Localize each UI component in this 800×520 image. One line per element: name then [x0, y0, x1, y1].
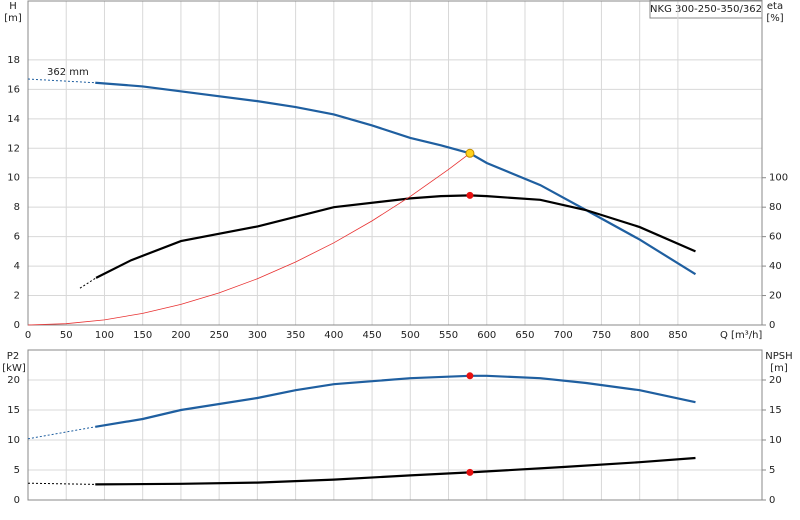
y2-axis-label: NPSH [765, 351, 792, 362]
x-tick-label: 850 [668, 330, 687, 341]
x-tick-label: 100 [95, 330, 114, 341]
y2-tick-label: 20 [769, 291, 782, 302]
curve [27, 426, 96, 440]
operating-point [466, 468, 474, 476]
x-tick-label: 0 [25, 330, 31, 341]
plot-frame [27, 349, 763, 501]
x-tick-label: 650 [515, 330, 534, 341]
y2-tick-label: 40 [769, 261, 782, 272]
y-tick-label: 14 [7, 114, 20, 125]
x-tick-label: 450 [363, 330, 382, 341]
x-tick-label: 150 [133, 330, 152, 341]
x-tick-label: 300 [248, 330, 267, 341]
y2-axis-label: eta [767, 1, 783, 12]
y2-tick-label: 20 [769, 375, 782, 386]
x-tick-label: 50 [60, 330, 73, 341]
y2-tick-label: 100 [769, 173, 788, 184]
y-tick-label: 0 [14, 495, 20, 506]
curve [95, 374, 696, 428]
curve [95, 456, 696, 486]
y-tick-label: 4 [14, 261, 20, 272]
y2-tick-label: 0 [769, 495, 775, 506]
plot-frame [27, 0, 763, 326]
y-tick-label: 10 [7, 435, 20, 446]
y-tick-label: 8 [14, 202, 20, 213]
y2-tick-label: 10 [769, 435, 782, 446]
y-axis-unit: [kW] [2, 363, 26, 374]
y-axis-label: H [9, 1, 17, 12]
y2-axis-unit: [%] [766, 13, 783, 24]
x-tick-label: 800 [630, 330, 649, 341]
x-tick-label: 550 [439, 330, 458, 341]
y2-tick-label: 60 [769, 232, 782, 243]
y-tick-label: 5 [14, 465, 20, 476]
curve [79, 277, 97, 289]
y2-tick-label: 5 [769, 465, 775, 476]
y2-axis-unit: [m] [770, 363, 788, 374]
y-tick-label: 12 [7, 143, 20, 154]
y2-tick-label: 0 [769, 320, 775, 331]
x-axis-label: Q [m³/h] [720, 330, 762, 341]
operating-point [466, 372, 474, 380]
y-tick-label: 18 [7, 55, 20, 66]
operating-point [465, 148, 475, 158]
y-tick-label: 16 [7, 84, 20, 95]
x-tick-label: 600 [477, 330, 496, 341]
curve [95, 81, 697, 276]
chart-title: NKG 300-250-350/362 [650, 4, 762, 15]
x-tick-label: 250 [210, 330, 229, 341]
x-tick-label: 350 [286, 330, 305, 341]
x-tick-label: 750 [592, 330, 611, 341]
y-tick-label: 0 [14, 320, 20, 331]
y-tick-label: 6 [14, 232, 20, 243]
curve [95, 194, 696, 279]
curve-annotation: 362 mm [47, 67, 89, 78]
x-tick-label: 200 [171, 330, 190, 341]
curve [27, 152, 471, 326]
curve [27, 482, 96, 485]
x-tick-label: 400 [324, 330, 343, 341]
y-axis-label: P2 [7, 351, 19, 362]
y2-tick-label: 80 [769, 202, 782, 213]
x-tick-label: 500 [401, 330, 420, 341]
operating-point [466, 191, 474, 199]
y-tick-label: 15 [7, 405, 20, 416]
y2-tick-label: 15 [769, 405, 782, 416]
y-tick-label: 10 [7, 173, 20, 184]
y-tick-label: 2 [14, 291, 20, 302]
y-axis-unit: [m] [4, 13, 22, 24]
x-tick-label: 700 [554, 330, 573, 341]
y-tick-label: 20 [7, 375, 20, 386]
curve [27, 78, 96, 84]
